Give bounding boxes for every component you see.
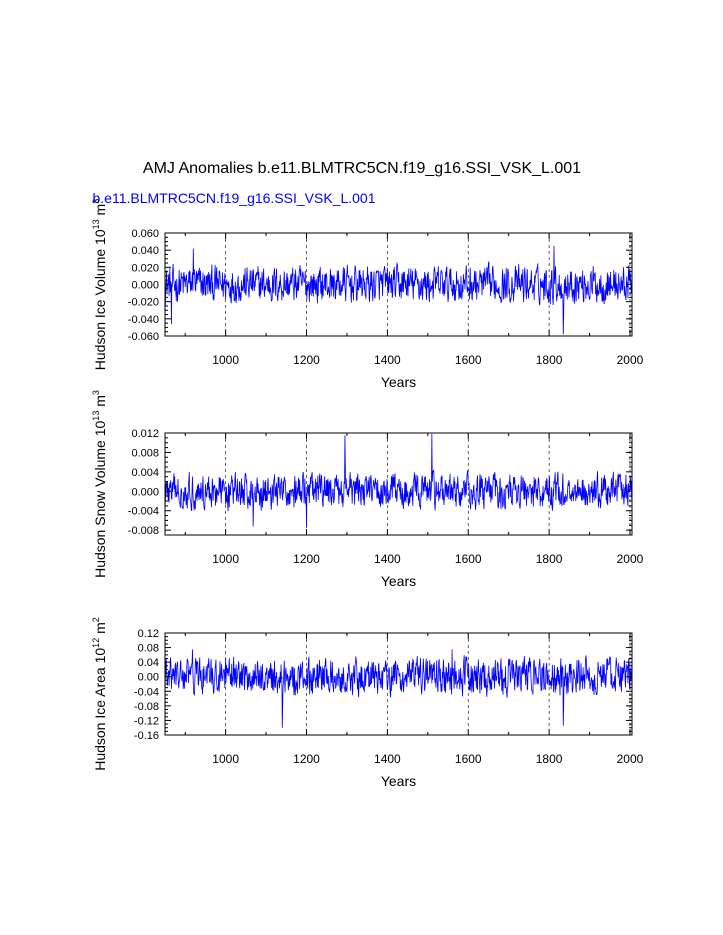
figure-title: AMJ Anomalies b.e11.BLMTRC5CN.f19_g16.SS… bbox=[143, 160, 581, 177]
chart-2-ylabel: Hudson Ice Area 1012 m2 bbox=[91, 617, 108, 771]
chart-2-xlabel: Years bbox=[381, 773, 416, 789]
chart-1-ylabel-part-0: Hudson Snow Volume 10 bbox=[92, 420, 108, 577]
chart-0-ylabel-part-2: m bbox=[92, 204, 108, 220]
chart-0-ytick-label-3: 0.000 bbox=[131, 280, 159, 292]
panel-ice-volume: 1000 1200 1400 1600 1800 2000 -0.060 -0.040 -0.0… bbox=[91, 199, 644, 390]
chart-2-xtick-label-2: 1400 bbox=[374, 752, 401, 766]
chart-2-ytick-label-0: -0.16 bbox=[134, 730, 159, 742]
chart-2-ytick-label-1: -0.12 bbox=[134, 715, 159, 727]
chart-1-ytick-label-4: 0.008 bbox=[131, 447, 159, 459]
chart-0-xtick-label-0: 1000 bbox=[212, 353, 239, 367]
chart-1-ytick-label-2: 0.000 bbox=[131, 486, 159, 498]
chart-0-ylabel: Hudson Ice Volume 1013 m3 bbox=[91, 199, 108, 370]
chart-0-series-line bbox=[164, 245, 633, 335]
chart-1-xtick-label-1: 1200 bbox=[293, 552, 320, 566]
chart-1-xtick-label-5: 2000 bbox=[617, 552, 644, 566]
chart-1-ylabel: Hudson Snow Volume 1013 m3 bbox=[91, 390, 108, 578]
chart-0-ylabel-part-3: 3 bbox=[91, 199, 101, 204]
chart-2-xtick-label-5: 2000 bbox=[617, 752, 644, 766]
chart-1-series-line bbox=[164, 433, 633, 528]
chart-0-xtick-label-4: 1800 bbox=[536, 353, 563, 367]
chart-1-xtick-label-4: 1800 bbox=[536, 552, 563, 566]
chart-0-ytick-label-2: -0.020 bbox=[128, 297, 159, 309]
chart-2-ytick-label-3: -0.04 bbox=[134, 686, 159, 698]
case-label: b.e11.BLMTRC5CN.f19_g16.SSI_VSK_L.001 bbox=[92, 190, 375, 206]
chart-1-ylabel-part-2: m bbox=[92, 395, 108, 411]
panel-snow-volume: 1000 1200 1400 1600 1800 2000 -0.008 -0.004 0.00… bbox=[91, 390, 644, 589]
chart-1-ytick-label-5: 0.012 bbox=[131, 428, 159, 440]
chart-2-ylabel-part-3: 2 bbox=[91, 617, 101, 622]
chart-0-xtick-label-3: 1600 bbox=[455, 353, 482, 367]
chart-0-ytick-label-5: 0.040 bbox=[131, 245, 159, 257]
chart-1-ytick-label-3: 0.004 bbox=[131, 467, 159, 479]
chart-2-ytick-label-4: 0.00 bbox=[138, 672, 159, 684]
chart-1-ylabel-part-3: 3 bbox=[91, 390, 101, 395]
chart-1-ylabel-part-1: 13 bbox=[91, 411, 101, 421]
chart-2-xtick-label-4: 1800 bbox=[536, 752, 563, 766]
chart-0-xtick-label-5: 2000 bbox=[617, 353, 644, 367]
chart-2-xtick-label-3: 1600 bbox=[455, 752, 482, 766]
chart-2-ylabel-part-1: 12 bbox=[91, 638, 101, 648]
chart-1-xtick-label-0: 1000 bbox=[212, 552, 239, 566]
panel-ice-area: 1000 1200 1400 1600 1800 2000 -0.16 -0.12 -0.08 -… bbox=[91, 617, 644, 789]
chart-1-plot-frame bbox=[164, 432, 633, 536]
chart-2-ytick-label-7: 0.12 bbox=[138, 628, 159, 640]
chart-0-ylabel-part-0: Hudson Ice Volume 10 bbox=[92, 229, 108, 370]
chart-1-xtick-label-3: 1600 bbox=[455, 552, 482, 566]
chart-0-ytick-label-1: -0.040 bbox=[128, 314, 159, 326]
chart-2-ytick-label-6: 0.08 bbox=[138, 643, 159, 655]
chart-2-series-line bbox=[164, 649, 633, 728]
chart-0-ytick-label-0: -0.060 bbox=[128, 331, 159, 343]
chart-0-ytick-label-4: 0.020 bbox=[131, 262, 159, 274]
chart-0-xtick-label-1: 1200 bbox=[293, 353, 320, 367]
chart-2-ytick-label-5: 0.04 bbox=[138, 657, 159, 669]
chart-0-ytick-label-6: 0.060 bbox=[131, 228, 159, 240]
chart-1-xlabel: Years bbox=[381, 573, 416, 589]
chart-2-ylabel-part-0: Hudson Ice Area 10 bbox=[92, 648, 108, 771]
chart-1-ytick-label-1: -0.004 bbox=[128, 506, 159, 518]
chart-1-ytick-label-0: -0.008 bbox=[128, 525, 159, 537]
chart-1-xtick-label-2: 1400 bbox=[374, 552, 401, 566]
chart-0-xtick-label-2: 1400 bbox=[374, 353, 401, 367]
chart-2-ylabel-part-2: m bbox=[92, 622, 108, 638]
chart-0-xlabel: Years bbox=[381, 374, 416, 390]
chart-0-ylabel-part-1: 13 bbox=[91, 219, 101, 229]
chart-2-ytick-label-2: -0.08 bbox=[134, 701, 159, 713]
chart-2-xtick-label-0: 1000 bbox=[212, 752, 239, 766]
chart-2-xtick-label-1: 1200 bbox=[293, 752, 320, 766]
